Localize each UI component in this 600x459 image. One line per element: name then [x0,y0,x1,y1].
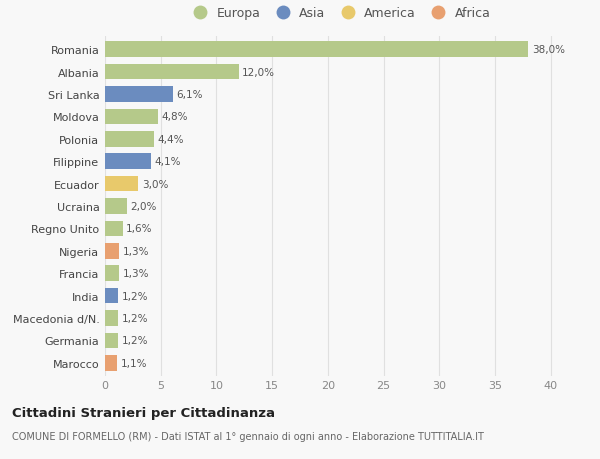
Text: 1,2%: 1,2% [122,313,148,323]
Text: 12,0%: 12,0% [242,67,275,78]
Text: 1,6%: 1,6% [126,224,152,234]
Bar [105,42,529,58]
Text: COMUNE DI FORMELLO (RM) - Dati ISTAT al 1° gennaio di ogni anno - Elaborazione T: COMUNE DI FORMELLO (RM) - Dati ISTAT al … [12,431,484,442]
Bar [105,199,127,214]
Bar [105,221,123,237]
Text: 2,0%: 2,0% [131,202,157,212]
Bar [105,355,117,371]
Text: 4,4%: 4,4% [157,134,184,145]
Text: 4,1%: 4,1% [154,157,181,167]
Text: 1,3%: 1,3% [123,269,149,279]
Text: 1,2%: 1,2% [122,336,148,346]
Text: 1,3%: 1,3% [123,246,149,256]
Text: 3,0%: 3,0% [142,179,168,189]
Bar [105,154,151,170]
Bar [105,266,119,281]
Text: 1,1%: 1,1% [121,358,147,368]
Text: Cittadini Stranieri per Cittadinanza: Cittadini Stranieri per Cittadinanza [12,406,275,419]
Legend: Europa, Asia, America, Africa: Europa, Asia, America, Africa [182,2,496,25]
Bar [105,132,154,147]
Bar [105,243,119,259]
Text: 38,0%: 38,0% [532,45,565,55]
Bar [105,310,118,326]
Bar [105,288,118,304]
Bar [105,109,158,125]
Bar [105,87,173,103]
Bar [105,176,139,192]
Text: 4,8%: 4,8% [162,112,188,122]
Bar [105,333,118,348]
Text: 1,2%: 1,2% [122,291,148,301]
Text: 6,1%: 6,1% [176,90,203,100]
Bar [105,65,239,80]
